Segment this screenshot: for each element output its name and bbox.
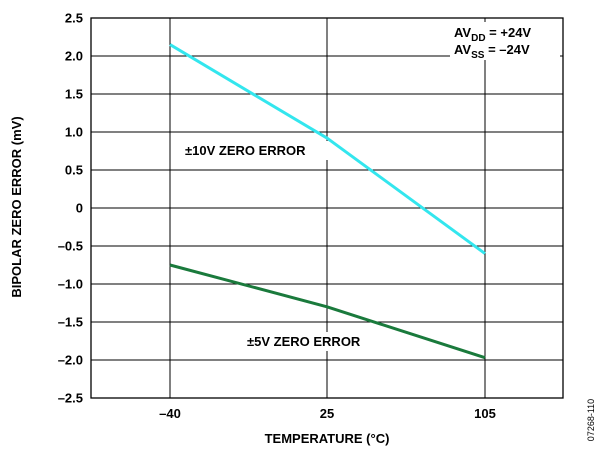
label-backdrop (181, 141, 331, 160)
y-axis-title: BIPOLAR ZERO ERROR (mV) (9, 116, 24, 297)
x-tick-label: 25 (320, 406, 334, 421)
figure-id: 07268-110 (586, 399, 596, 441)
conditions-box: AVDD = +24V AVSS = –24V (454, 25, 531, 61)
label-backdrop (243, 332, 398, 351)
condition-avss: AVSS = –24V (454, 42, 530, 61)
x-axis-title: TEMPERATURE (°C) (265, 431, 390, 446)
x-tick-label: 105 (474, 406, 496, 421)
y-tick-labels: 2.5 2.0 1.5 1.0 0.5 0 –0.5 –1.0 –1.5 –2.0 –2.5 (58, 11, 83, 406)
series-line-10v (169, 43, 486, 255)
series-lines (169, 43, 486, 360)
series-line-5v (169, 263, 486, 360)
series-label-10v: ±10V ZERO ERROR (185, 143, 306, 158)
y-tick-label: 2.0 (65, 49, 83, 64)
plot-frame (90, 17, 564, 399)
y-tick-label: 0.5 (65, 163, 83, 178)
y-tick-label: –0.5 (58, 239, 83, 254)
y-tick-label: 1.5 (65, 87, 83, 102)
x-tick-label: –40 (159, 406, 181, 421)
y-tick-label: 2.5 (65, 11, 83, 26)
y-tick-label: 0 (76, 201, 83, 216)
x-tick-labels: –40 25 105 (159, 406, 496, 421)
y-tick-label: –2.0 (58, 353, 83, 368)
y-tick-label: –2.5 (58, 391, 83, 406)
grid (91, 18, 563, 398)
series-label-5v: ±5V ZERO ERROR (247, 334, 361, 349)
y-tick-label: 1.0 (65, 125, 83, 140)
condition-avdd: AVDD = +24V (454, 25, 531, 44)
y-tick-label: –1.0 (58, 277, 83, 292)
label-backdrop (450, 22, 560, 60)
y-tick-label: –1.5 (58, 315, 83, 330)
